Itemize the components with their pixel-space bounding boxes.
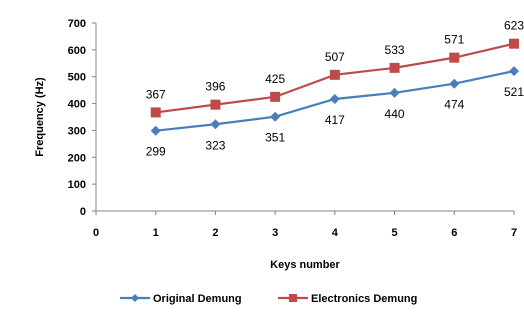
data-point-original-demung xyxy=(150,125,161,136)
data-label-electronics-demung: 425 xyxy=(265,72,285,86)
y-tick-label: 600 xyxy=(68,45,86,57)
data-point-electronics-demung xyxy=(389,62,400,73)
data-point-original-demung xyxy=(329,94,340,105)
y-tick-label: 400 xyxy=(68,99,86,111)
data-point-electronics-demung xyxy=(509,38,519,49)
data-point-original-demung xyxy=(389,87,400,98)
data-point-electronics-demung xyxy=(150,107,161,118)
data-label-original-demung: 351 xyxy=(265,131,285,145)
legend: Original Demung Electronics Demung xyxy=(120,293,417,305)
x-axis-title: Keys number xyxy=(270,259,340,271)
y-tick-label: 0 xyxy=(80,206,86,218)
y-tick-label: 300 xyxy=(68,125,86,137)
data-label-electronics-demung: 507 xyxy=(325,50,345,64)
data-point-electronics-demung xyxy=(210,99,221,110)
x-tick-label: 3 xyxy=(272,227,278,239)
y-tick-label: 200 xyxy=(68,152,86,164)
legend-marker-original-demung xyxy=(131,294,139,302)
data-label-original-demung: 417 xyxy=(325,113,345,127)
y-tick-label: 700 xyxy=(68,18,86,30)
x-tick-label: 2 xyxy=(212,227,218,239)
data-point-electronics-demung xyxy=(270,91,281,102)
data-point-original-demung xyxy=(210,119,221,130)
x-tick-label: 4 xyxy=(332,227,339,239)
x-tick-label: 0 xyxy=(93,227,99,239)
data-label-electronics-demung: 367 xyxy=(146,87,166,101)
legend-marker-electronics-demung xyxy=(289,294,297,302)
x-tick-label: 6 xyxy=(451,227,457,239)
y-tick-label: 500 xyxy=(68,72,86,84)
data-label-original-demung: 440 xyxy=(385,107,405,121)
data-point-electronics-demung xyxy=(329,69,340,80)
data-point-original-demung xyxy=(449,78,460,89)
x-tick-label: 5 xyxy=(392,227,398,239)
data-label-electronics-demung: 396 xyxy=(205,80,225,94)
data-label-original-demung: 474 xyxy=(444,98,464,112)
legend-label-original-demung: Original Demung xyxy=(153,293,242,305)
data-label-electronics-demung: 533 xyxy=(385,43,405,57)
data-point-original-demung xyxy=(270,111,281,122)
y-tick-label: 100 xyxy=(68,179,86,191)
y-axis-ticks: 0 100 200 300 400 500 600 700 xyxy=(68,18,96,218)
y-axis-title: Frequency (Hz) xyxy=(34,77,46,157)
series-group xyxy=(150,38,519,136)
data-label-electronics-demung: 571 xyxy=(444,33,464,47)
x-tick-label: 7 xyxy=(511,227,517,239)
x-tick-label: 1 xyxy=(153,227,159,239)
legend-label-electronics-demung: Electronics Demung xyxy=(311,293,417,305)
x-axis-ticks: 0 1 2 3 4 5 6 7 xyxy=(93,211,517,239)
data-label-electronics-demung: 623 xyxy=(504,19,524,33)
data-label-original-demung: 323 xyxy=(205,138,225,152)
data-labels: 299 323 351 417 440 474 521 367 396 425 507 533 571 6… xyxy=(146,19,524,159)
data-point-electronics-demung xyxy=(449,52,460,63)
data-label-original-demung: 299 xyxy=(146,145,166,159)
axes xyxy=(95,23,514,212)
data-label-original-demung: 521 xyxy=(504,85,524,99)
data-point-original-demung xyxy=(509,66,519,77)
